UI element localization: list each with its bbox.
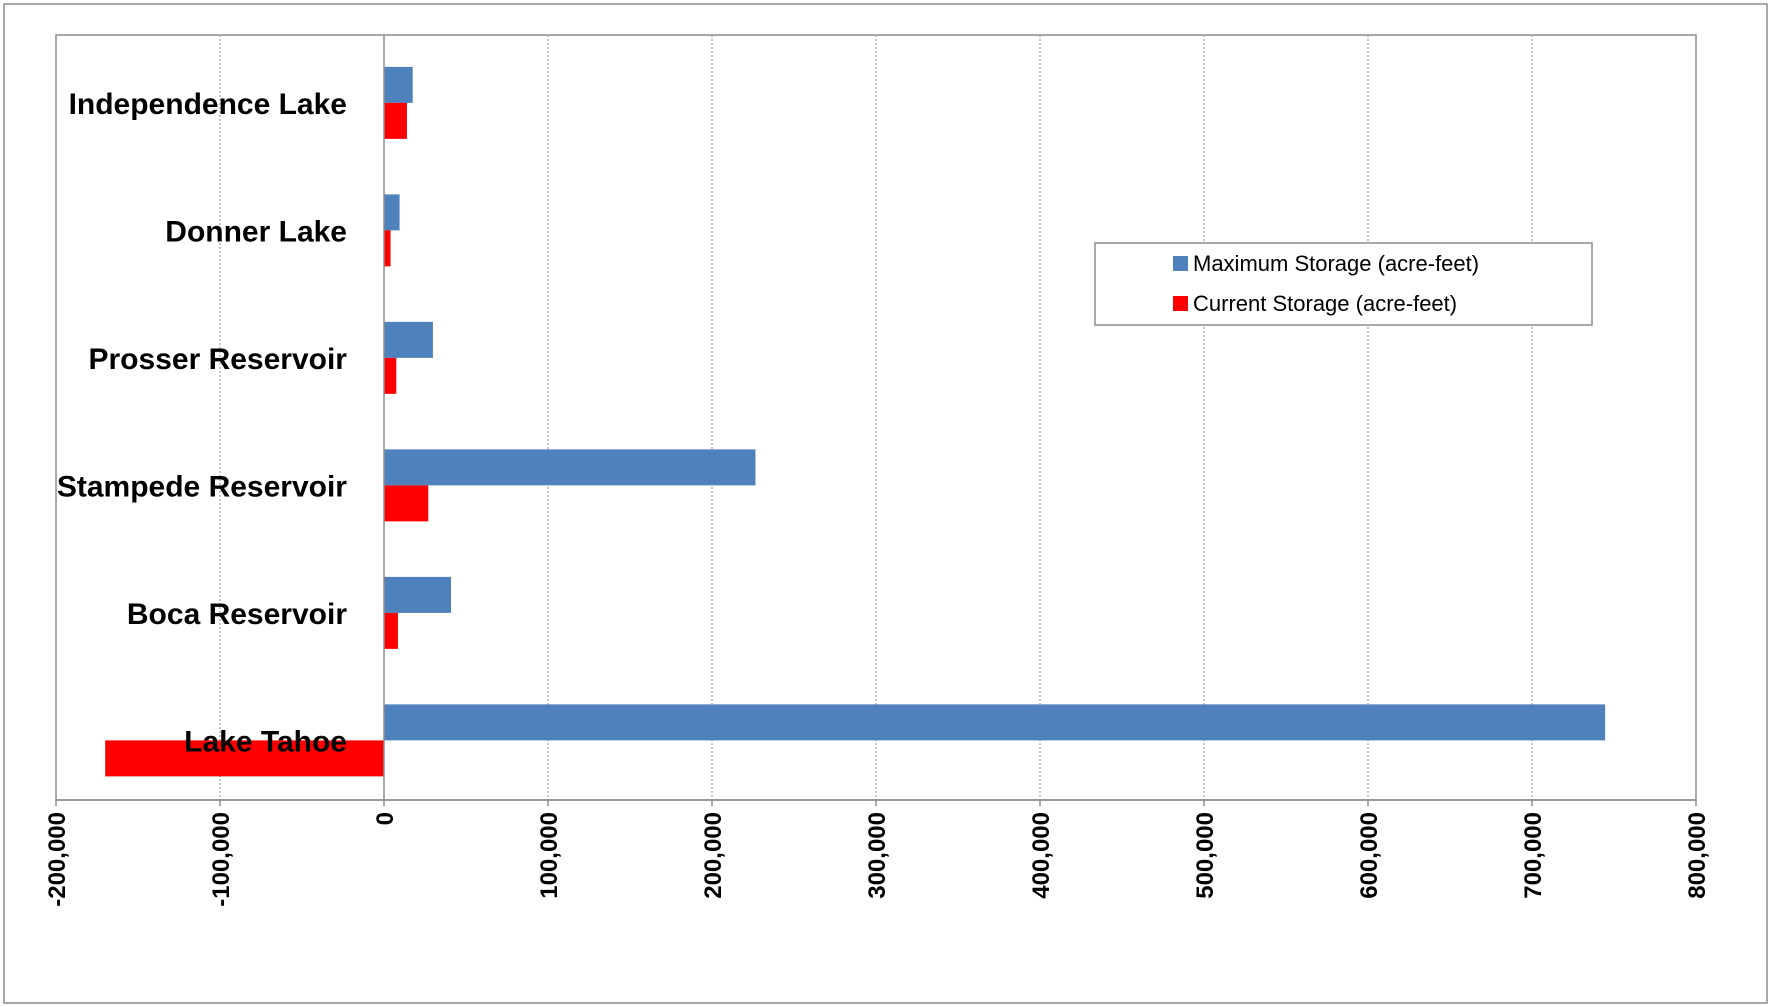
bar-current-storage	[384, 102, 407, 139]
x-tick-labels: -200,000 -100,000 0 100,000 200,000 300,000 40…	[44, 812, 1711, 907]
category-label: Prosser Reservoir	[89, 343, 348, 376]
legend-swatch	[1173, 296, 1188, 311]
x-tick-label: 600,000	[1356, 812, 1383, 899]
bars	[105, 66, 1606, 777]
category-label: Stampede Reservoir	[57, 470, 347, 503]
legend-swatch	[1173, 256, 1188, 271]
bar-maximum-storage	[384, 704, 1606, 741]
x-tick-label: 800,000	[1684, 812, 1711, 899]
bar-current-storage	[384, 230, 391, 267]
bar-maximum-storage	[384, 194, 400, 231]
bar-maximum-storage	[384, 321, 433, 358]
category-label: Donner Lake	[165, 215, 347, 248]
x-tick-label: -200,000	[44, 812, 71, 907]
x-tick-label: 400,000	[1028, 812, 1055, 899]
x-tick-label: -100,000	[208, 812, 235, 907]
x-tick-label: 0	[372, 812, 399, 825]
bar-current-storage	[384, 485, 429, 522]
bar-maximum-storage	[384, 449, 756, 486]
category-label: Lake Tahoe	[184, 725, 347, 758]
x-tick-label: 500,000	[1192, 812, 1219, 899]
x-tick-label: 700,000	[1520, 812, 1547, 899]
category-label: Boca Reservoir	[127, 598, 347, 631]
x-tick-label: 300,000	[864, 812, 891, 899]
bar-current-storage	[384, 612, 398, 649]
gridlines	[219, 35, 1533, 800]
category-label: Independence Lake	[69, 88, 347, 121]
bar-maximum-storage	[384, 66, 413, 103]
x-tick-label: 100,000	[536, 812, 563, 899]
x-tick-label: 200,000	[700, 812, 727, 899]
bar-current-storage	[384, 357, 397, 394]
bar-current-storage	[105, 740, 384, 777]
chart-area-border	[3, 3, 1768, 1004]
category-labels: Independence Lake Donner Lake Prosser Rese…	[57, 88, 347, 759]
bar-maximum-storage	[384, 576, 452, 613]
axes	[55, 35, 1697, 806]
legend-label: Maximum Storage (acre-feet)	[1193, 251, 1479, 276]
legend: Maximum Storage (acre-feet) Current Stora…	[1094, 242, 1593, 326]
legend-label: Current Storage (acre-feet)	[1193, 291, 1457, 316]
